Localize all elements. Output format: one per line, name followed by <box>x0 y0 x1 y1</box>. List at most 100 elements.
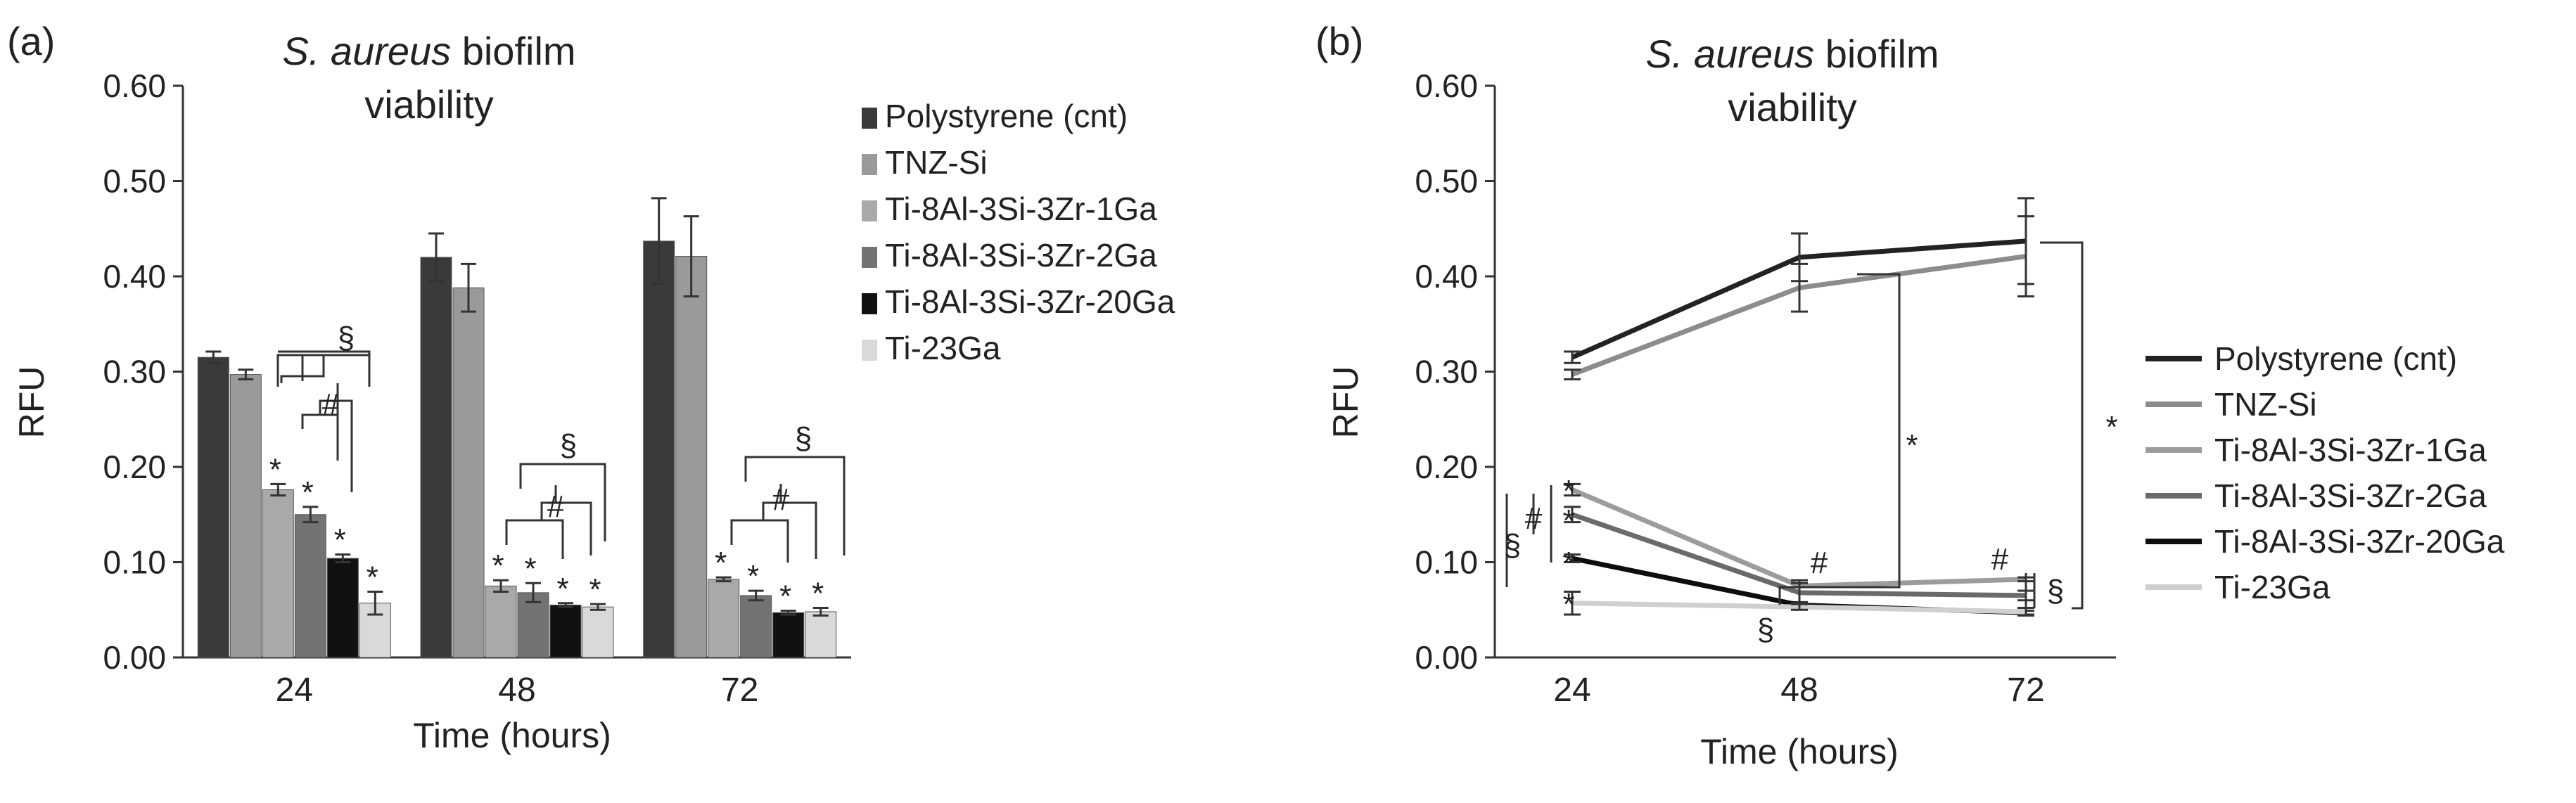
sig-hash-24: # <box>322 387 340 422</box>
legend-label: Ti-8Al-3Si-3Zr-1Ga <box>2214 432 2487 468</box>
panel-a-y-label: RFU <box>12 366 51 439</box>
y-tick-label: 0.20 <box>103 449 166 485</box>
panel-a-title: S. aureus biofilm <box>282 29 575 73</box>
panel-a-bars: * * * * * * * * * * * * <box>197 197 837 658</box>
y-tick-label: 0.30 <box>103 354 166 390</box>
bar <box>772 612 805 658</box>
panel-a-title-line2: viability <box>364 82 494 127</box>
sig-star: * <box>715 546 727 580</box>
legend-label: Ti-8Al-3Si-3Zr-20Ga <box>885 283 1175 320</box>
legend-swatch <box>862 108 877 129</box>
panel-a-brackets-24 <box>276 350 371 492</box>
panel-a-title-rest: biofilm <box>451 29 575 73</box>
sig-star-1ga-24: * <box>1562 474 1574 508</box>
panel-a-axes <box>181 86 851 659</box>
bar <box>708 579 740 658</box>
panel-b-title-italic: S. aureus <box>1645 32 1814 76</box>
bar <box>420 257 452 658</box>
sig-star: * <box>589 572 601 607</box>
panel-a-label: (a) <box>7 19 55 63</box>
sig-star-2ga-24: * <box>1562 503 1574 538</box>
panel-a-brackets-48 <box>505 463 606 559</box>
panel-b-lines <box>1564 197 2034 617</box>
panel-a-legend: Polystyrene (cnt) TNZ-Si Ti-8Al-3Si-3Zr-1G… <box>862 98 1175 366</box>
bracket <box>762 501 817 559</box>
panel-b-y-label: RFU <box>1326 366 1365 439</box>
bracket <box>301 355 339 422</box>
sig-hash-24: # <box>1525 501 1543 536</box>
x-tick-label: 48 <box>1780 672 1818 709</box>
sig-star: * <box>524 551 536 586</box>
y-tick-label: 0.60 <box>1415 68 1478 104</box>
panel-b-title-rest: biofilm <box>1814 32 1939 76</box>
sig-section-48: § <box>1757 612 1774 647</box>
panel-a-title-italic: S. aureus <box>282 29 451 73</box>
sig-star-72: * <box>2105 410 2117 444</box>
legend-label: TNZ-Si <box>885 144 988 181</box>
sig-star: * <box>556 572 568 606</box>
legend-swatch <box>862 154 877 175</box>
sig-hash-72: # <box>772 482 790 517</box>
panel-b-x-ticks: 24 48 72 <box>1553 672 2044 709</box>
panel-b-x-label: Time (hours) <box>1700 732 1899 771</box>
panel-b-axes <box>1493 86 2116 659</box>
y-tick-label: 0.10 <box>1415 544 1478 581</box>
panel-b-y-ticks: 0.00 0.10 0.20 0.30 0.40 0.50 0.60 <box>1415 68 1495 676</box>
bracket <box>319 399 353 492</box>
legend-label: Ti-8Al-3Si-3Zr-1Ga <box>885 191 1157 227</box>
bracket <box>744 456 846 555</box>
bar <box>485 585 517 658</box>
bracket-48 <box>1778 273 1901 605</box>
legend-swatch <box>862 200 877 221</box>
bar <box>262 489 294 658</box>
bar <box>805 611 837 658</box>
bar <box>740 595 772 658</box>
sig-star: * <box>812 577 824 611</box>
sig-star-48: * <box>1906 428 1918 463</box>
bar <box>643 240 675 658</box>
sig-hash-48: # <box>547 489 565 524</box>
legend-label: Ti-8Al-3Si-3Zr-20Ga <box>2214 523 2505 560</box>
sig-star: * <box>302 475 314 510</box>
bar <box>675 256 708 658</box>
panel-b-title-line2: viability <box>1728 85 1857 129</box>
panel-b-legend: Polystyrene (cnt) TNZ-Si Ti-8Al-3Si-3Zr-1G… <box>2145 340 2505 605</box>
y-tick-label: 0.40 <box>1415 258 1478 295</box>
legend-swatch <box>862 293 877 314</box>
legend-swatch <box>862 247 877 268</box>
legend-label: Ti-8Al-3Si-3Zr-2Ga <box>885 237 1157 274</box>
panel-a: (a) S. aureus biofilm viability 0.00 0.10… <box>7 19 1175 755</box>
sig-star-23ga-24: * <box>1562 587 1574 622</box>
bracket <box>730 519 789 563</box>
x-tick-label: 48 <box>498 672 535 709</box>
bar <box>294 514 326 658</box>
y-tick-label: 0.50 <box>103 163 166 200</box>
bar <box>326 558 359 658</box>
legend-label: TNZ-Si <box>2214 386 2317 423</box>
sig-section-24: § <box>1504 528 1521 563</box>
bracket <box>278 350 371 355</box>
sig-star: * <box>366 560 378 595</box>
x-tick-label: 24 <box>276 672 313 709</box>
panel-b-annotations: * * * * § # * # § # § * <box>1504 241 2118 647</box>
x-tick-label: 72 <box>2007 672 2044 709</box>
panel-a-brackets-72 <box>730 456 846 563</box>
y-tick-label: 0.50 <box>1415 163 1478 200</box>
bar <box>452 287 485 658</box>
panel-a-x-ticks: 24 48 72 <box>276 672 759 709</box>
y-tick-label: 0.20 <box>1415 449 1478 485</box>
legend-label: Ti-23Ga <box>2214 569 2330 605</box>
sig-hash-72: # <box>1991 542 2009 577</box>
bar <box>517 592 549 658</box>
y-tick-label: 0.30 <box>1415 354 1478 390</box>
x-tick-label: 24 <box>1553 672 1590 709</box>
y-tick-label: 0.00 <box>1415 639 1478 676</box>
panel-b-title: S. aureus biofilm <box>1645 32 1939 76</box>
sig-star: * <box>747 559 759 593</box>
legend-swatch <box>862 340 877 361</box>
panel-b: (b) S. aureus biofilm viability 0.00 0.10… <box>1315 19 2505 771</box>
sig-star: * <box>269 452 281 487</box>
panel-a-y-ticks: 0.00 0.10 0.20 0.30 0.40 0.50 0.60 <box>103 68 183 676</box>
bracket-72 <box>2040 241 2084 610</box>
